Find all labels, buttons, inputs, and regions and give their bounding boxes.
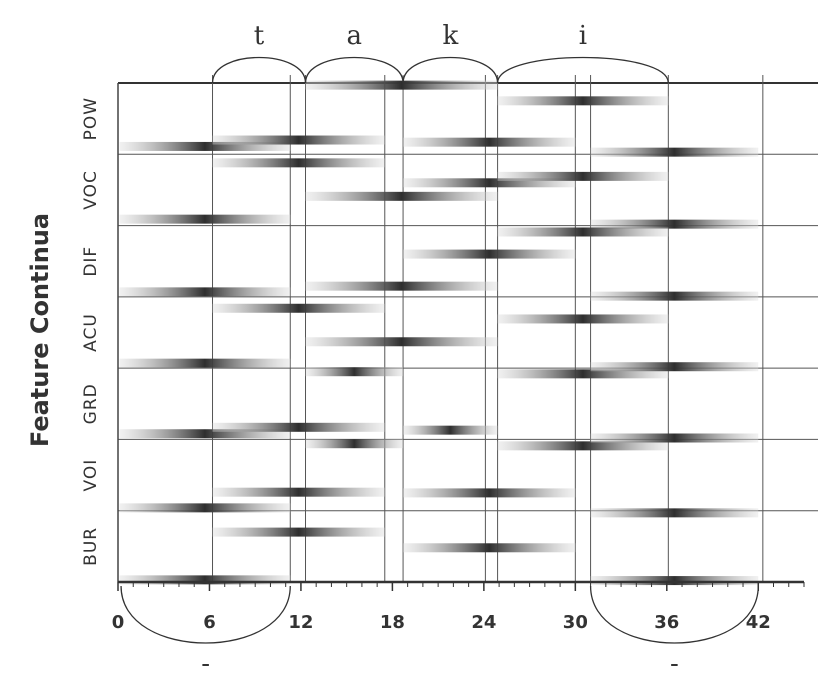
row-label: DIF	[81, 246, 101, 277]
feature-band	[498, 172, 669, 181]
feature-band	[591, 148, 759, 157]
segment-label: a	[347, 21, 363, 51]
chart: Feature Continua BUR VOI GRD ACU DIF VOC POW 0 6…	[0, 0, 823, 683]
x-tick-label: 0	[112, 612, 125, 633]
x-tick-label: 18	[380, 612, 405, 633]
segment-arc	[306, 58, 404, 84]
segment-label: i	[579, 21, 587, 51]
feature-band	[306, 81, 498, 90]
feature-band	[120, 215, 291, 224]
feature-band	[498, 314, 669, 323]
feature-band	[213, 423, 385, 432]
x-tick-label: 30	[563, 612, 588, 633]
x-tick-label: 36	[654, 612, 679, 633]
feature-band	[591, 362, 759, 371]
feature-band	[591, 576, 759, 585]
feature-band	[403, 543, 575, 552]
feature-band	[591, 220, 759, 229]
feature-band	[403, 250, 575, 259]
feature-band	[213, 158, 385, 167]
feature-band	[403, 426, 498, 435]
bottom-mark-label: -	[670, 649, 679, 679]
feature-band	[591, 508, 759, 517]
y-axis-label: Feature Continua	[26, 213, 54, 447]
feature-band	[213, 304, 385, 313]
row-label: BUR	[81, 527, 101, 566]
segment-arc	[403, 58, 498, 84]
feature-band	[306, 192, 498, 201]
feature-band	[213, 136, 385, 145]
feature-band	[306, 282, 498, 291]
x-tick-label: 24	[471, 612, 496, 633]
feature-band	[498, 96, 669, 105]
row-label: ACU	[81, 313, 101, 352]
row-label: GRD	[81, 383, 101, 424]
feature-band	[403, 488, 575, 497]
feature-band	[120, 359, 291, 368]
feature-band	[591, 292, 759, 301]
row-label: POW	[81, 97, 101, 140]
feature-band	[591, 434, 759, 443]
x-tick-label: 12	[288, 612, 313, 633]
feature-band	[120, 287, 291, 296]
row-label: VOI	[81, 459, 101, 492]
feature-band	[306, 439, 404, 448]
feature-band	[306, 367, 404, 376]
feature-band	[498, 227, 669, 236]
feature-band	[213, 488, 385, 497]
feature-band	[403, 138, 575, 147]
segment-label: t	[254, 21, 265, 51]
feature-band	[306, 337, 498, 346]
x-tick-label: 6	[203, 612, 216, 633]
segment-arc	[498, 58, 669, 84]
segment-label: k	[442, 21, 458, 51]
feature-band	[498, 441, 669, 450]
bottom-mark-label: -	[201, 649, 210, 679]
row-label: VOC	[81, 170, 101, 210]
feature-band	[213, 528, 385, 537]
feature-band	[120, 503, 291, 512]
segment-arc	[213, 58, 306, 84]
x-tick-label: 42	[746, 612, 771, 633]
